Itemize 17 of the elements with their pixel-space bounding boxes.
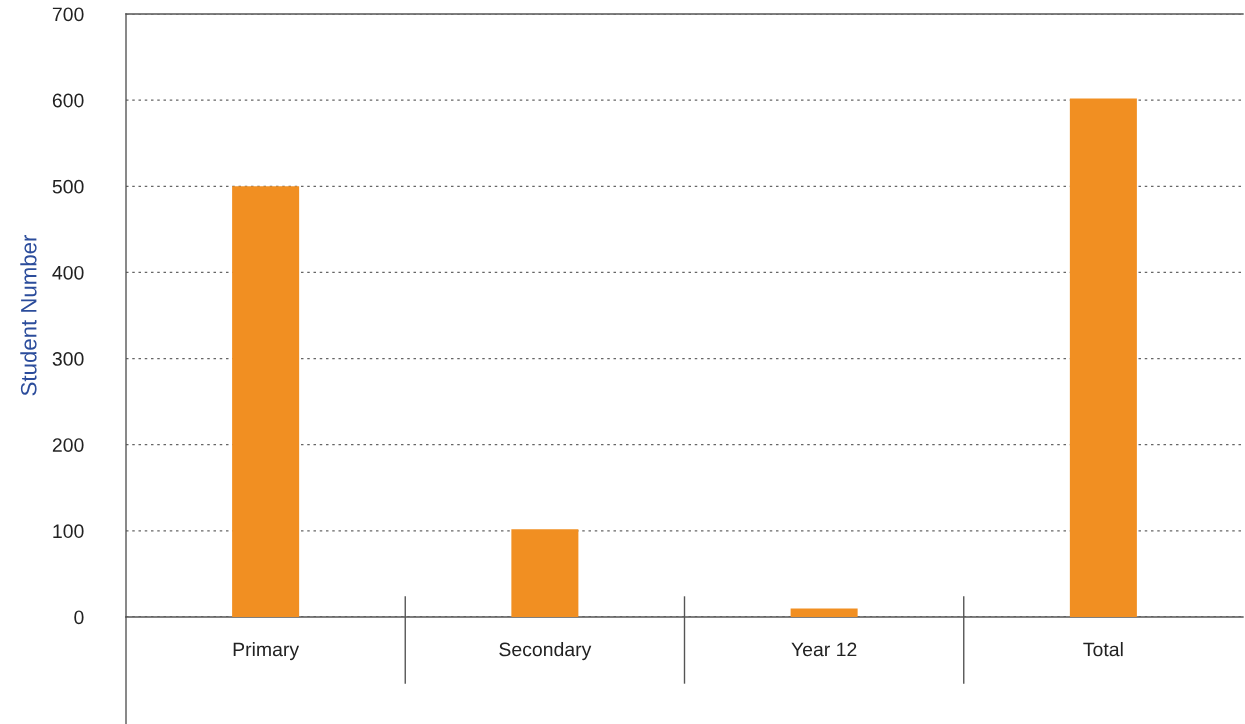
y-tick-label: 500 bbox=[52, 179, 84, 194]
y-tick-label: 700 bbox=[52, 7, 84, 22]
bar bbox=[511, 529, 579, 617]
y-tick-label: 300 bbox=[52, 352, 84, 366]
y-tick-label: 200 bbox=[52, 438, 84, 452]
x-tick-label: Year 12 bbox=[791, 642, 857, 657]
y-tick-label: 600 bbox=[52, 93, 84, 108]
y-tick-label: 0 bbox=[74, 610, 84, 625]
x-tick-label: Secondary bbox=[499, 642, 592, 661]
y-tick-label: 400 bbox=[52, 265, 84, 280]
bar bbox=[232, 186, 300, 617]
x-tick-label: Total bbox=[1083, 642, 1123, 657]
y-tick-label: 100 bbox=[53, 524, 84, 539]
bar bbox=[1069, 98, 1137, 617]
x-tick-label: Primary bbox=[233, 642, 300, 661]
y-axis-title: Student Number bbox=[20, 234, 37, 396]
bar bbox=[790, 608, 858, 617]
